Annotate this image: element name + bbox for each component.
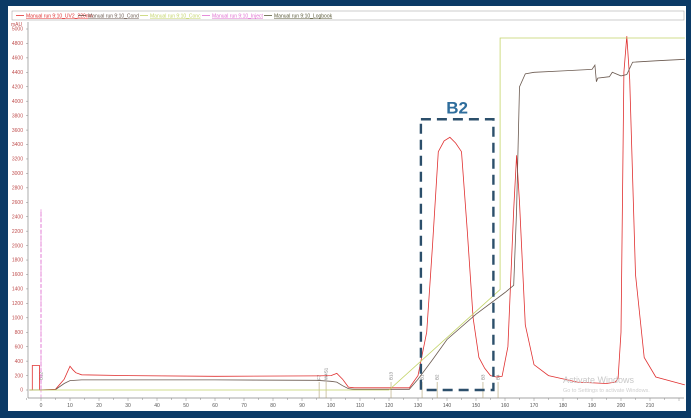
y-tick-label: 3000 — [12, 171, 23, 177]
legend-bar — [11, 10, 685, 21]
x-tick-label: 180 — [559, 403, 568, 409]
y-tick-label: 0 — [20, 388, 23, 394]
y-tick-label: 3400 — [12, 142, 23, 148]
marker-label: F7 — [317, 374, 322, 380]
x-tick-label: 100 — [327, 403, 336, 409]
y-tick-label: 4400 — [12, 70, 23, 76]
x-tick-label: 190 — [588, 403, 597, 409]
x-tick-label: 50 — [183, 403, 189, 409]
y-tick-label: 4800 — [12, 41, 23, 47]
x-ticks: 0 10 20 30 40 50 60 70 80 90 100 110 120 130 140 150 160… — [26, 398, 680, 409]
x-tick-label: 160 — [501, 403, 510, 409]
marker-label: B2 — [435, 374, 440, 380]
y-unit-label: mAU — [11, 22, 23, 28]
y-tick-label: 2400 — [12, 214, 23, 220]
series-line — [29, 58, 685, 391]
y-tick-label: 2200 — [12, 229, 23, 235]
x-tick-label: 170 — [530, 403, 539, 409]
x-tick-label: 80 — [270, 403, 276, 409]
x-tick-label: 130 — [414, 403, 423, 409]
chart-background — [8, 6, 686, 411]
annotations: B2 — [419, 98, 495, 392]
watermark-line1: Activate Windows — [563, 375, 635, 385]
y-tick-label: 4600 — [12, 56, 23, 62]
y-tick-label: 1000 — [12, 316, 23, 322]
b2-highlight-box — [419, 118, 495, 392]
x-tick-label: 0 — [40, 403, 43, 409]
y-tick-label: 2600 — [12, 200, 23, 206]
y-tick-label: 2000 — [12, 243, 23, 249]
series-line — [29, 36, 685, 391]
x-tick-label: 60 — [212, 403, 218, 409]
x-tick-label: 200 — [617, 403, 626, 409]
y-tick-label: 200 — [15, 373, 24, 379]
watermark-line2: Go to Settings to activate Windows. — [563, 388, 650, 394]
legend-item: Manual run 9:10_Logbook — [274, 14, 333, 20]
b2-label: B2 — [446, 98, 468, 117]
x-tick-label: 70 — [241, 403, 247, 409]
y-tick-label: 5000 — [12, 27, 23, 33]
y-tick-label: 1200 — [12, 301, 23, 307]
y-tick-label: 1400 — [12, 287, 23, 293]
y-tick-label: 1800 — [12, 258, 23, 264]
y-tick-label: 3800 — [12, 113, 23, 119]
legend-item: Manual run 9:10_Inject — [212, 14, 263, 20]
y-tick-label: 400 — [15, 359, 24, 365]
x-tick-label: 20 — [96, 403, 102, 409]
x-tick-label: 120 — [385, 403, 394, 409]
series-lines — [29, 36, 685, 391]
x-tick-label: 30 — [125, 403, 131, 409]
x-tick-label: 40 — [154, 403, 160, 409]
marker-label: B13 — [389, 371, 394, 380]
y-tick-label: 1600 — [12, 272, 23, 278]
y-tick-label: 3200 — [12, 157, 23, 163]
y-tick-label: 4200 — [12, 84, 23, 90]
y-tick-label: 4000 — [12, 99, 23, 105]
x-tick-label: 90 — [299, 403, 305, 409]
x-tick-label: 140 — [443, 403, 452, 409]
y-ticks: 0 200 400 600 800 1000 1200 1400 1600 1800 2000 220… — [12, 27, 28, 394]
y-tick-label: 600 — [15, 344, 24, 350]
x-tick-label: 110 — [356, 403, 364, 409]
legend-item: Manual run 9:10_Cond — [88, 14, 139, 20]
y-tick-label: 800 — [15, 330, 24, 336]
legend-item: Manual run 9:10_UV2_220nm — [26, 14, 93, 20]
marker-label: B3 — [480, 374, 485, 380]
marker-label: W4S1 — [324, 367, 329, 380]
y-tick-label: 3600 — [12, 128, 23, 134]
marker-label: B1 — [420, 374, 425, 380]
legend-item: Manual run 9:10_Conc — [150, 14, 201, 20]
y-tick-label: 2800 — [12, 186, 23, 192]
series-line — [29, 37, 685, 391]
x-tick-label: 210 — [646, 403, 655, 409]
x-tick-label: 10 — [67, 403, 73, 409]
x-tick-label: 150 — [472, 403, 481, 409]
